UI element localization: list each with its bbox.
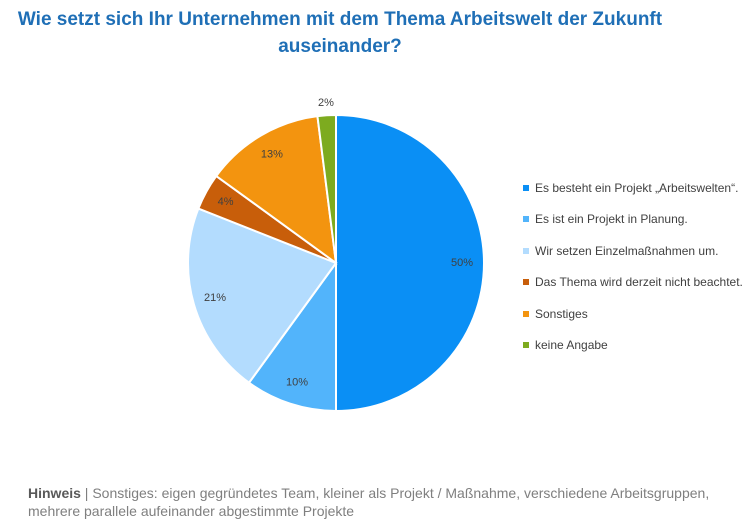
data-label-keine-angabe: 2% — [318, 97, 334, 109]
legend-item: keine Angabe — [523, 336, 753, 355]
data-label-sonstiges: 13% — [261, 148, 283, 160]
legend-item: Das Thema wird derzeit nicht beachtet. — [523, 273, 753, 292]
data-label-das-thema-wird-derzeit-nicht-beachtet: 4% — [218, 196, 234, 208]
legend-item: Es besteht ein Projekt „Arbeitswelten“. — [523, 178, 753, 197]
pie-slice-es-ist-ein-projekt-in-planung — [247, 259, 337, 413]
pie-slice-es-besteht-ein-projekt-arbeitswelten — [335, 113, 485, 413]
legend-item: Sonstiges — [523, 304, 753, 323]
legend-label: Sonstiges — [535, 306, 588, 321]
legend-item: Es ist ein Projekt in Planung. — [523, 210, 753, 229]
pie-slice-wir-setzen-einzelma-nahmen-um — [187, 207, 338, 385]
legend-label: Das Thema wird derzeit nicht beachtet. — [535, 275, 743, 290]
legend-label: keine Angabe — [535, 338, 608, 353]
legend-swatch — [523, 184, 529, 191]
footnote-text: Sonstiges: eigen gegründetes Team, klein… — [28, 485, 710, 519]
chart-legend: Es besteht ein Projekt „Arbeitswelten“. E… — [523, 178, 753, 368]
legend-label: Wir setzen Einzelmaßnahmen um. — [535, 243, 719, 258]
chart-title: Wie setzt sich Ihr Unternehmen mit dem T… — [17, 9, 663, 57]
footnote: Hinweis | Sonstiges: eigen gegründetes T… — [28, 484, 748, 520]
pie-data-labels: 50% 10% 21% 4% 13% 2% — [204, 97, 473, 389]
pie-slices — [187, 113, 485, 413]
pie-slice-sonstiges — [214, 115, 338, 266]
data-label-es-besteht-ein-projekt-arbeitswelten: 50% — [451, 257, 473, 269]
data-label-es-ist-ein-projekt-in-planung: 10% — [286, 377, 308, 389]
legend-swatch — [523, 310, 529, 317]
footnote-label: Hinweis — [28, 485, 81, 501]
legend-swatch — [523, 247, 529, 254]
legend-item: Wir setzen Einzelmaßnahmen um. — [523, 241, 753, 260]
legend-swatch — [523, 279, 529, 286]
pie-slice-keine-angabe — [316, 113, 337, 264]
legend-label: Es besteht ein Projekt „Arbeitswelten“. — [535, 180, 739, 195]
legend-swatch — [523, 216, 529, 223]
legend-label: Es ist ein Projekt in Planung. — [535, 212, 688, 227]
footnote-separator: | — [80, 485, 93, 501]
data-label-wir-setzen-einzelma-nahmen-um: 21% — [204, 292, 226, 304]
legend-swatch — [523, 342, 529, 349]
